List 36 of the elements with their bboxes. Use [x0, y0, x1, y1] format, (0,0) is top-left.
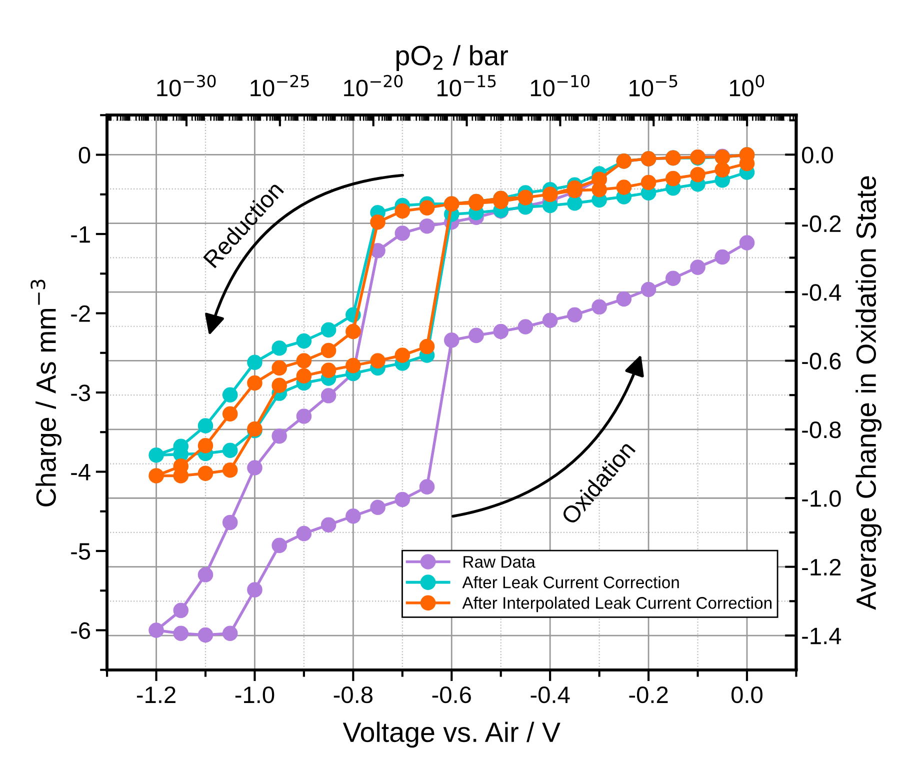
x-tick-label: -0.6	[432, 686, 471, 704]
y-tick-label: 0	[78, 146, 90, 164]
x2-tick-label: 10$^{−10}$	[530, 74, 590, 96]
x-axis-title: Voltage vs. Air / V	[342, 722, 560, 748]
y-tick-label: -4	[71, 464, 90, 480]
x-tick-label: -1.0	[235, 686, 274, 704]
x2-tick-label: 10$^{0}$	[730, 74, 764, 96]
x2-tick-label: 10$^{−15}$	[438, 75, 496, 96]
x2-tick-label: 10$^{−30}$	[157, 74, 216, 96]
y2-tick-label: -0.6	[802, 352, 841, 370]
legend-label: After Interpolated Leak Current Correction	[462, 596, 772, 612]
y2-axis-title: Average Change in Oxidation State	[856, 176, 882, 610]
y2-tick-label: -0.2	[802, 215, 841, 232]
y-tick-label: -3	[71, 384, 90, 402]
x2-axis-title: pO$_{2}$ / bar	[396, 45, 508, 71]
legend-label: Raw Data	[464, 556, 536, 568]
y2-tick-label: -1.4	[802, 628, 842, 644]
y2-tick-label: -1.0	[802, 490, 841, 507]
x-tick-label: 0.0	[732, 686, 762, 704]
x2-tick-label: 10$^{−25}$	[250, 74, 309, 96]
x-tick-label: -0.2	[629, 686, 668, 704]
y2-tick-label: -1.2	[802, 558, 841, 576]
x-tick-label: -0.8	[334, 686, 372, 704]
y-tick-label: -2	[71, 305, 90, 322]
y-tick-label: -5	[71, 543, 90, 560]
y2-tick-label: 0.0	[802, 146, 833, 164]
x-tick-label: -1.2	[136, 686, 176, 703]
x-tick-label: -0.4	[530, 686, 570, 704]
x2-tick-label: 10$^{−5}$	[630, 75, 678, 96]
legend-label: After Leak Current Correction	[462, 576, 679, 588]
y-tick-label: -1	[71, 226, 90, 243]
y-tick-label: -6	[71, 622, 90, 640]
y2-tick-label: -0.8	[802, 421, 841, 438]
y2-tick-label: -0.4	[802, 284, 842, 301]
x2-tick-label: 10$^{−20}$	[344, 74, 403, 96]
y-axis-title: Charge / As mm$^{−3}$	[30, 280, 62, 506]
